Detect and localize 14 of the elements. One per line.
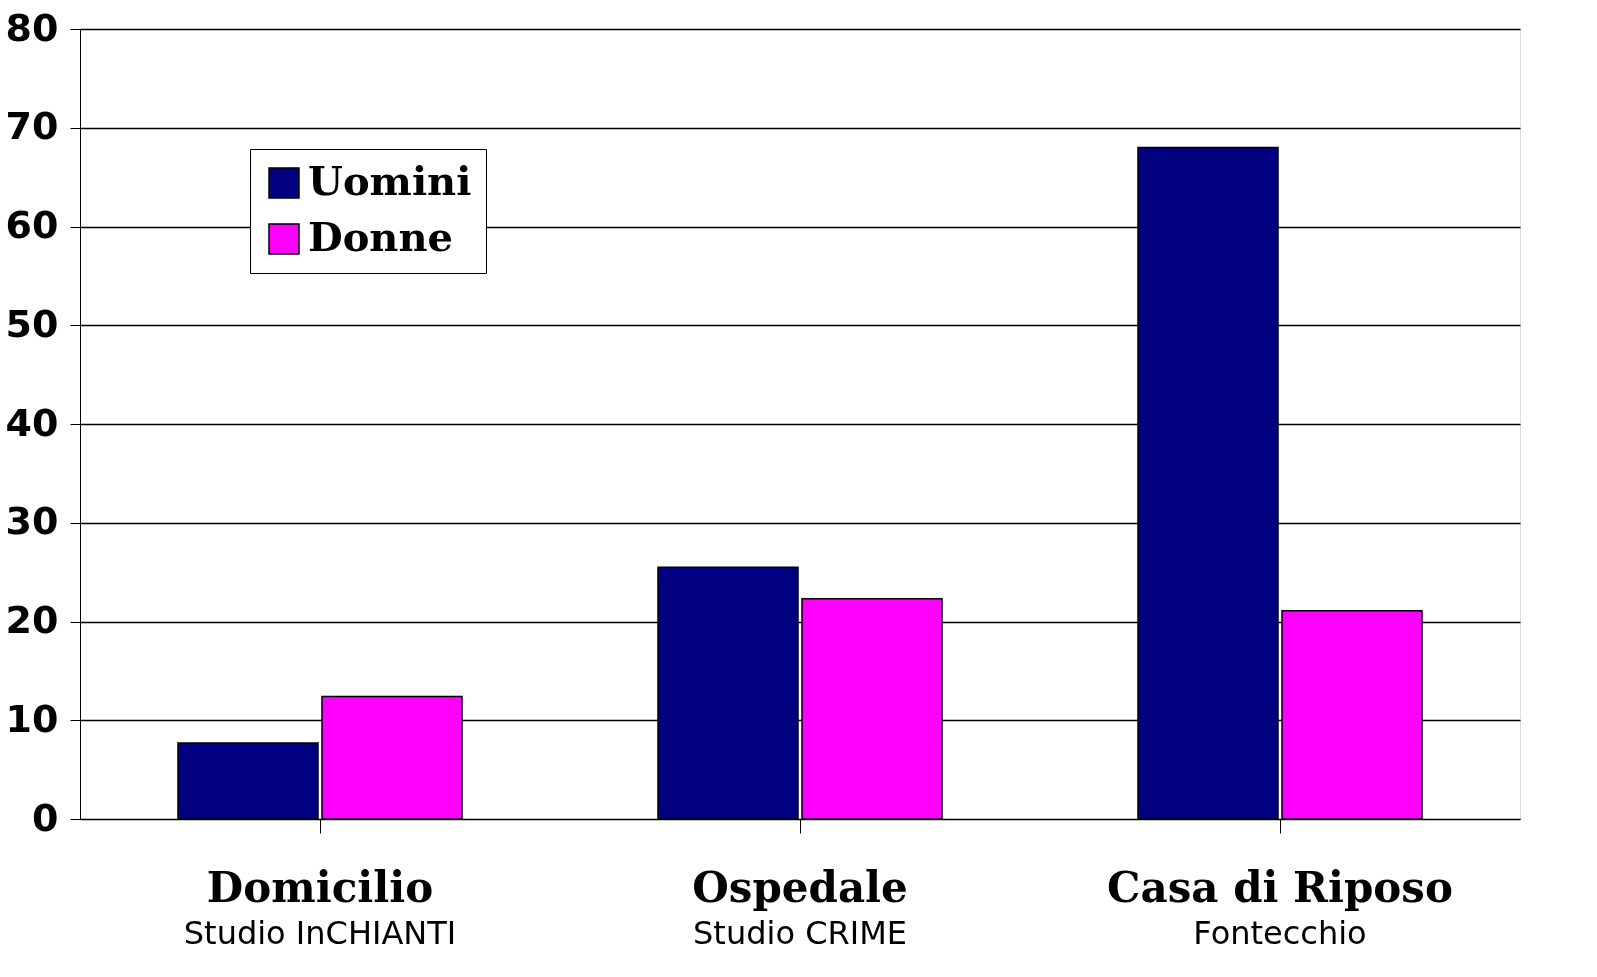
y-tick-label: 50: [5, 301, 59, 346]
y-tick-label: 30: [5, 499, 59, 544]
category-label: Casa di Riposo Fontecchio: [1107, 863, 1453, 952]
y-tick-label: 70: [5, 104, 59, 149]
legend-label: Uomini: [308, 157, 472, 204]
y-tick-label: 40: [5, 400, 59, 445]
y-tick-label: 20: [5, 598, 59, 642]
legend-label: Donne: [308, 213, 453, 260]
y-tick-label: 10: [5, 696, 59, 741]
y-tick-label: 0: [32, 795, 59, 840]
y-tick-label: 60: [5, 203, 59, 247]
category-label: Domicilio Studio InCHIANTI: [183, 863, 457, 952]
y-tick-label: 80: [5, 5, 59, 50]
category-label: Ospedale Studio CRIME: [692, 863, 908, 952]
